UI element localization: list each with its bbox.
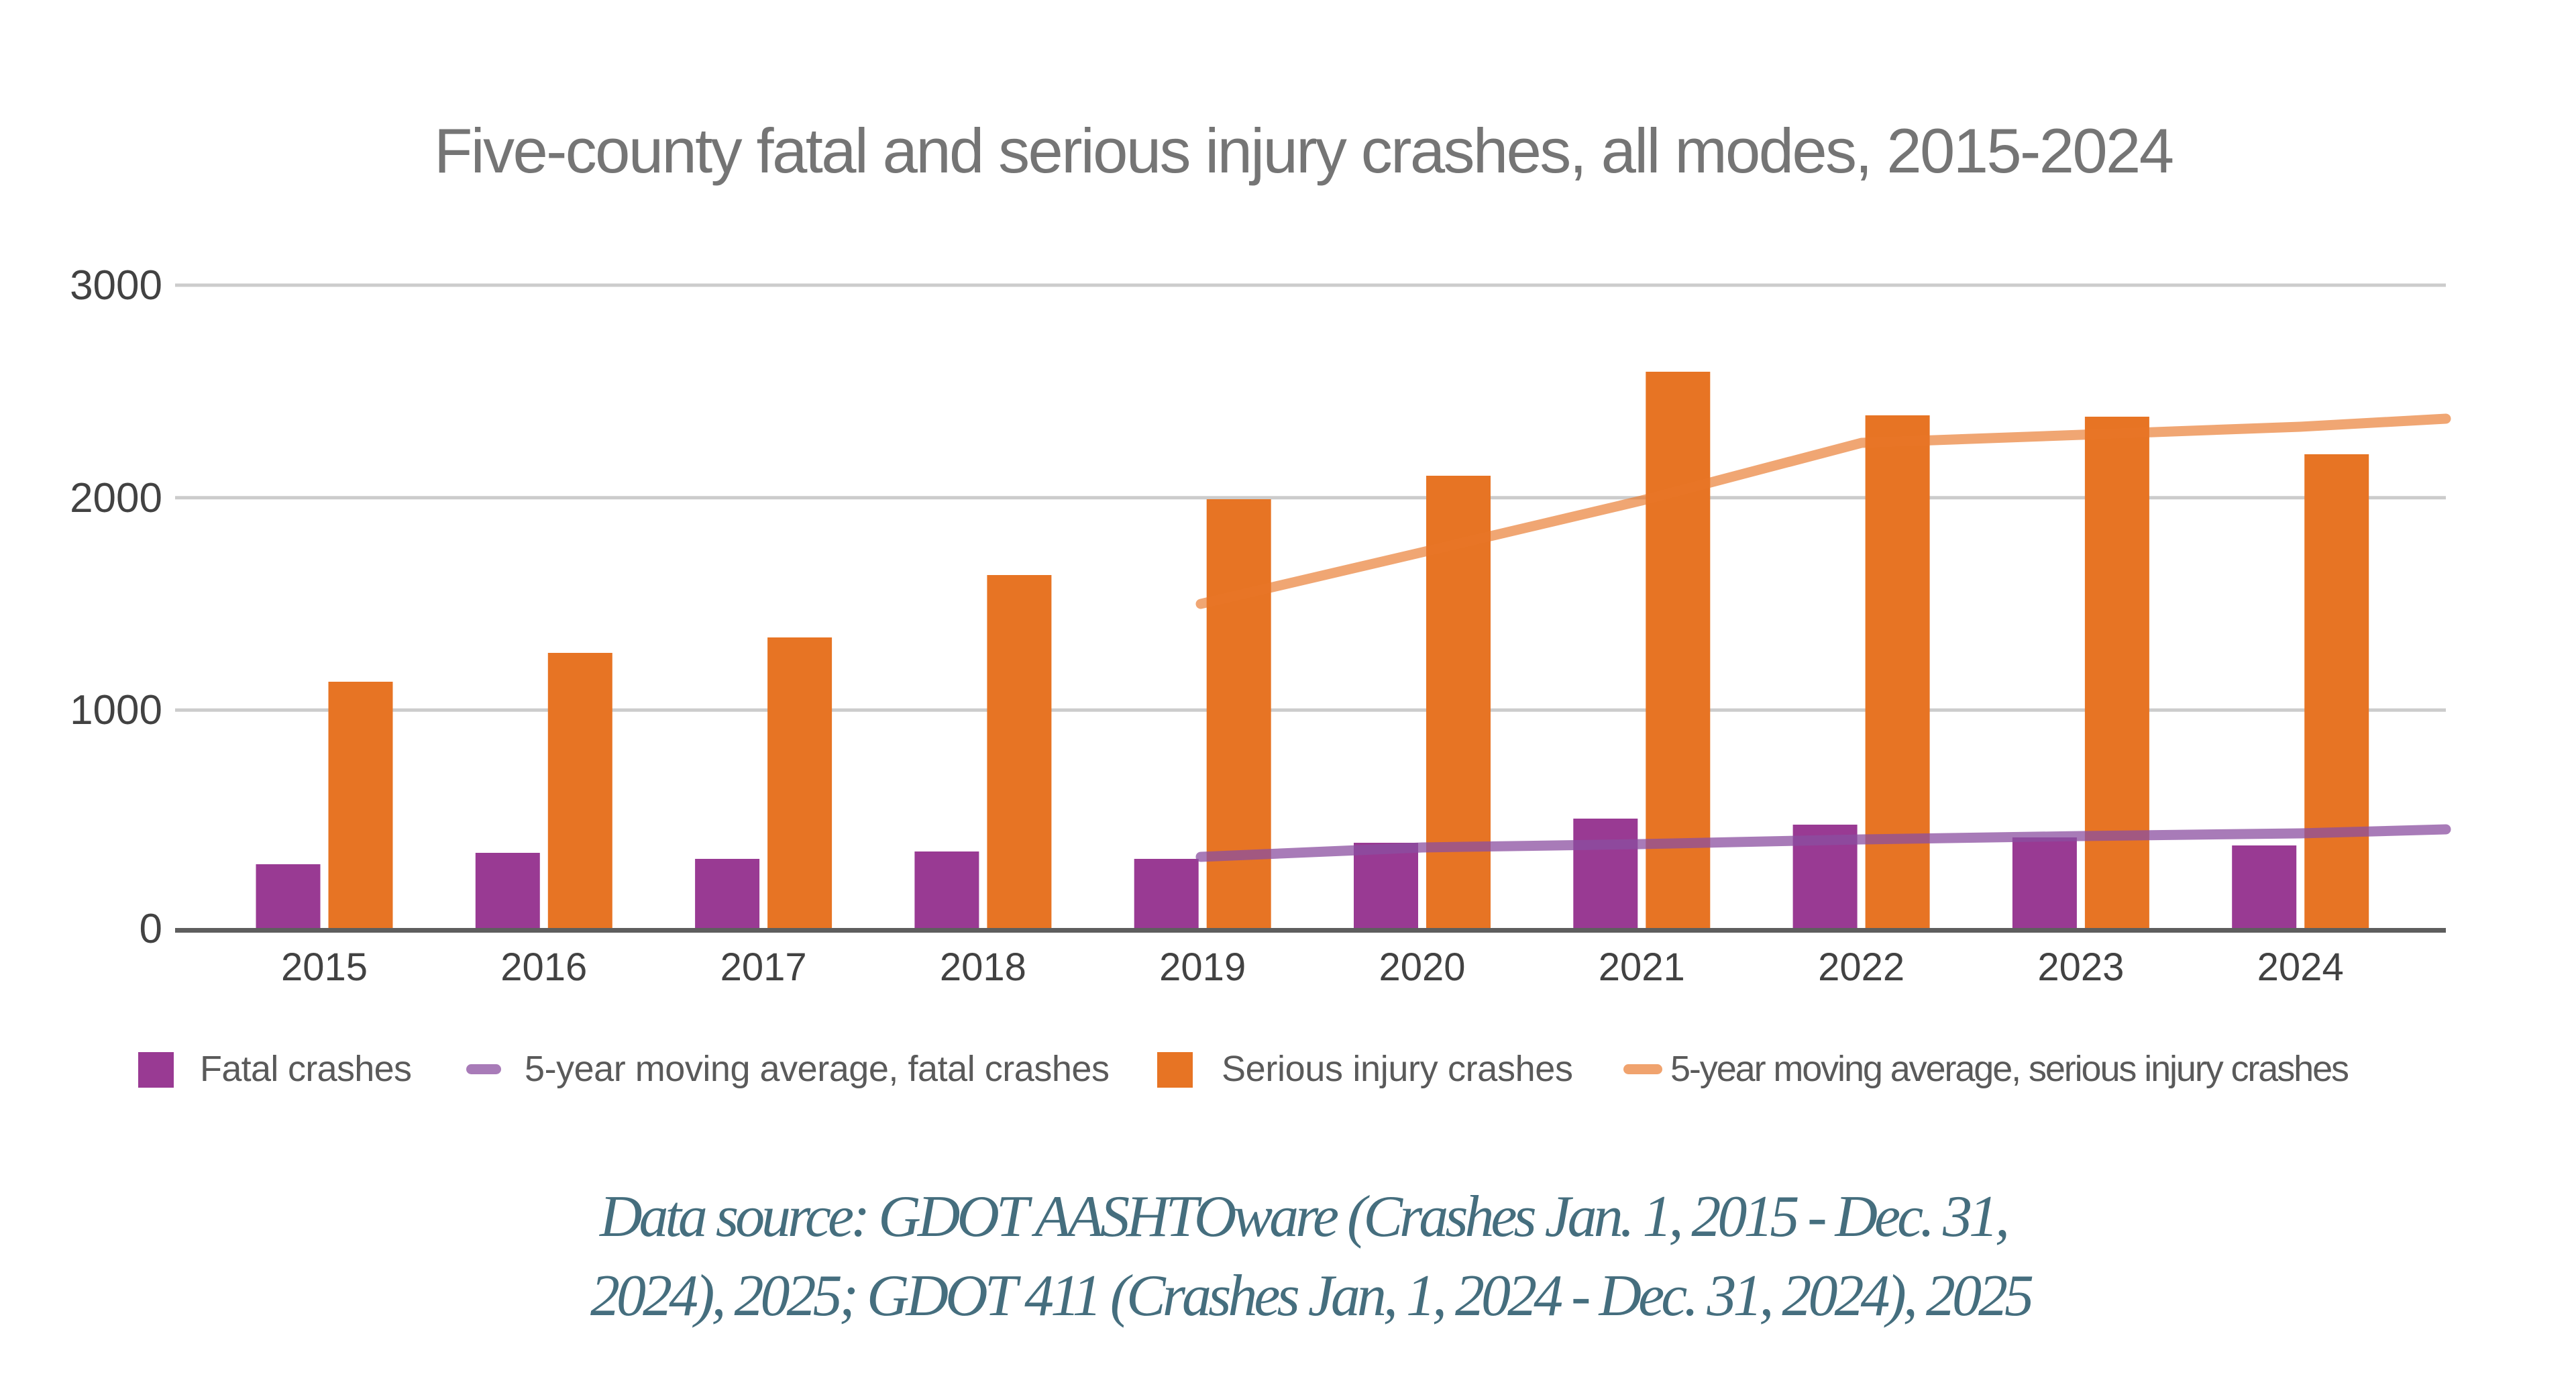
svg-text:1000: 1000 [70, 687, 162, 733]
svg-text:Five-county fatal and serious: Five-county fatal and serious injury cra… [434, 115, 2174, 186]
svg-text:2018: 2018 [940, 945, 1026, 989]
svg-text:5-year moving average, serious: 5-year moving average, serious injury cr… [1670, 1049, 2349, 1089]
svg-text:2024), 2025; GDOT 411 (Crashes: 2024), 2025; GDOT 411 (Crashes Jan, 1, 2… [590, 1263, 2034, 1329]
svg-text:Fatal crashes: Fatal crashes [200, 1049, 412, 1089]
svg-text:2015: 2015 [281, 945, 368, 989]
svg-text:2021: 2021 [1599, 945, 1685, 989]
svg-text:5-year moving average, fatal c: 5-year moving average, fatal crashes [525, 1049, 1110, 1089]
svg-text:2000: 2000 [70, 475, 162, 521]
svg-text:2016: 2016 [500, 945, 587, 989]
svg-text:Data source: GDOT AASHTOware (: Data source: GDOT AASHTOware (Crashes Ja… [599, 1184, 2010, 1249]
svg-text:2024: 2024 [2257, 945, 2344, 989]
svg-text:Serious injury crashes: Serious injury crashes [1222, 1049, 1573, 1089]
svg-text:2020: 2020 [1379, 945, 1465, 989]
svg-text:2017: 2017 [720, 945, 807, 989]
svg-text:2022: 2022 [1818, 945, 1904, 989]
svg-text:2019: 2019 [1159, 945, 1246, 989]
svg-text:2023: 2023 [2037, 945, 2124, 989]
svg-text:0: 0 [140, 906, 162, 952]
svg-text:3000: 3000 [70, 262, 162, 309]
